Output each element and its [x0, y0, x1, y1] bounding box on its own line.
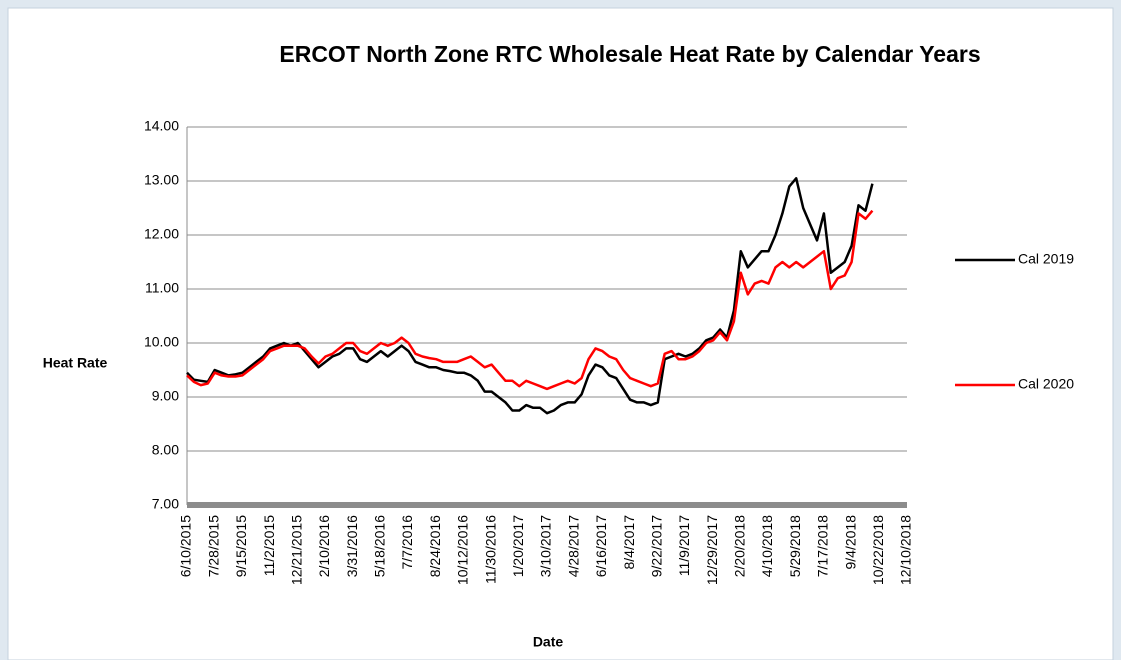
y-tick-label: 13.00 [144, 172, 179, 188]
y-tick-label: 12.00 [144, 226, 179, 242]
x-tick-label: 11/30/2016 [482, 515, 498, 584]
x-tick-label: 10/12/2016 [455, 515, 471, 585]
chart-area [7, 7, 1114, 660]
x-tick-label: 3/31/2016 [344, 515, 360, 577]
x-tick-label: 3/10/2017 [538, 515, 554, 577]
y-axis-title: Heat Rate [43, 355, 108, 371]
y-tick-label: 14.00 [144, 118, 179, 134]
x-tick-label: 9/15/2015 [233, 515, 249, 577]
x-tick-label: 4/10/2018 [759, 515, 775, 577]
x-tick-label: 12/21/2015 [288, 515, 304, 585]
legend-label: Cal 2019 [1018, 251, 1074, 267]
x-tick-label: 2/20/2018 [732, 515, 748, 577]
x-tick-label: 9/4/2018 [842, 515, 858, 570]
x-tick-label: 11/2/2015 [261, 515, 277, 576]
x-tick-label: 6/16/2017 [593, 515, 609, 577]
legend-label: Cal 2020 [1018, 376, 1074, 392]
chart-title: ERCOT North Zone RTC Wholesale Heat Rate… [279, 41, 980, 67]
y-tick-label: 10.00 [144, 334, 179, 350]
y-tick-label: 11.00 [145, 280, 179, 296]
x-tick-label: 6/10/2015 [178, 515, 194, 577]
x-tick-label: 5/18/2016 [372, 515, 388, 577]
x-tick-label: 9/22/2017 [648, 515, 664, 577]
y-tick-label: 9.00 [152, 388, 179, 404]
x-tick-label: 11/9/2017 [676, 515, 692, 576]
y-tick-label: 7.00 [152, 496, 179, 512]
x-tick-label: 7/7/2016 [399, 515, 415, 570]
x-tick-label: 8/24/2016 [427, 515, 443, 577]
x-axis-title: Date [533, 634, 564, 650]
x-axis [187, 502, 907, 508]
x-tick-label: 10/22/2018 [870, 515, 886, 585]
x-tick-label: 7/17/2018 [815, 515, 831, 577]
x-tick-label: 12/10/2018 [898, 515, 914, 585]
x-tick-label: 5/29/2018 [787, 515, 803, 577]
x-tick-label: 7/28/2015 [205, 515, 221, 577]
x-tick-label: 12/29/2017 [704, 515, 720, 585]
x-tick-label: 2/10/2016 [316, 515, 332, 577]
series-line [186, 209, 874, 391]
x-tick-label: 4/28/2017 [565, 515, 581, 577]
x-tick-label: 8/4/2017 [621, 515, 637, 570]
y-tick-label: 8.00 [152, 442, 179, 458]
x-tick-label: 1/20/2017 [510, 515, 526, 577]
